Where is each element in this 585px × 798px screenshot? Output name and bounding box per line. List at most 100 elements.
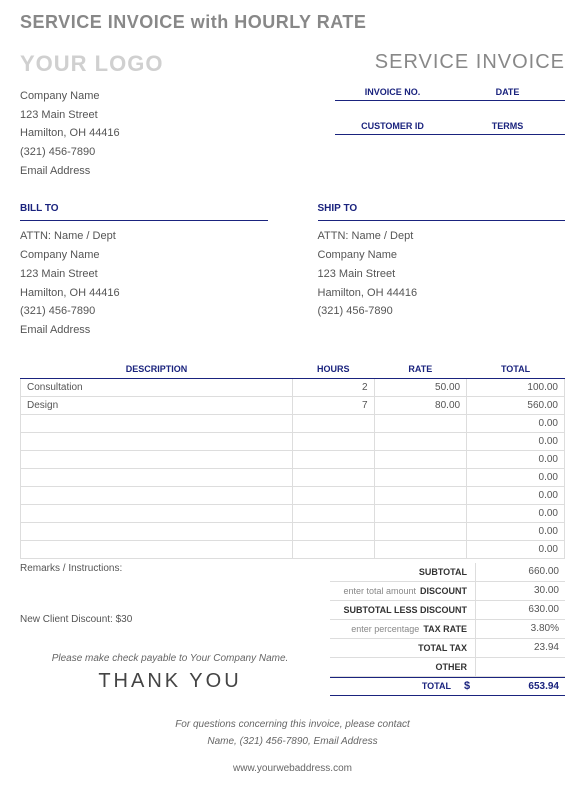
ship-to-block: SHIP TO ATTN: Name / Dept Company Name 1… bbox=[318, 200, 566, 339]
sub-less-label: SUBTOTAL LESS DISCOUNT bbox=[330, 605, 475, 615]
cell-hours: 2 bbox=[293, 378, 375, 396]
table-row: 0.00 bbox=[21, 414, 565, 432]
subtotal-value: 660.00 bbox=[475, 563, 565, 581]
info-block: Company Name 123 Main Street Hamilton, O… bbox=[20, 87, 565, 180]
taxrate-value: 3.80% bbox=[475, 620, 565, 638]
taxrate-hint: enter percentage bbox=[351, 624, 419, 634]
cell-desc bbox=[21, 522, 293, 540]
invoice-title: SERVICE INVOICE bbox=[375, 51, 565, 74]
other-label: OTHER bbox=[330, 662, 475, 672]
cell-desc bbox=[21, 450, 293, 468]
col-rate: RATE bbox=[374, 360, 466, 379]
other-value bbox=[475, 658, 565, 676]
cell-rate bbox=[374, 468, 466, 486]
cell-desc: Design bbox=[21, 396, 293, 414]
cell-desc bbox=[21, 504, 293, 522]
cell-hours bbox=[293, 486, 375, 504]
cell-total: 560.00 bbox=[467, 396, 565, 414]
table-row: 0.00 bbox=[21, 450, 565, 468]
table-row: 0.00 bbox=[21, 540, 565, 558]
table-row: 0.00 bbox=[21, 468, 565, 486]
bill-to-phone: (321) 456-7890 bbox=[20, 302, 268, 321]
terms-label: TERMS bbox=[450, 121, 565, 131]
cell-rate bbox=[374, 432, 466, 450]
remarks-text: New Client Discount: $30 bbox=[20, 614, 320, 625]
cell-rate bbox=[374, 540, 466, 558]
header-row: YOUR LOGO SERVICE INVOICE bbox=[20, 51, 565, 77]
meta-terms: TERMS bbox=[450, 121, 565, 135]
company-citystate: Hamilton, OH 44416 bbox=[20, 124, 120, 143]
table-row: 0.00 bbox=[21, 504, 565, 522]
col-total: TOTAL bbox=[467, 360, 565, 379]
cell-desc bbox=[21, 432, 293, 450]
cell-rate bbox=[374, 486, 466, 504]
invoice-no-label: INVOICE NO. bbox=[335, 87, 450, 97]
bottom-section: Remarks / Instructions: New Client Disco… bbox=[20, 563, 565, 696]
items-table: DESCRIPTION HOURS RATE TOTAL Consultatio… bbox=[20, 360, 565, 559]
cell-rate bbox=[374, 414, 466, 432]
logo-placeholder: YOUR LOGO bbox=[20, 51, 163, 77]
totals-column: SUBTOTAL 660.00 enter total amountDISCOU… bbox=[330, 563, 565, 696]
cell-total: 100.00 bbox=[467, 378, 565, 396]
col-description: DESCRIPTION bbox=[21, 360, 293, 379]
cell-rate bbox=[374, 504, 466, 522]
taxrate-label: enter percentageTAX RATE bbox=[330, 624, 475, 634]
cell-total: 0.00 bbox=[467, 432, 565, 450]
total-value: 653.94 bbox=[475, 678, 565, 695]
thank-you: THANK YOU bbox=[20, 670, 320, 693]
bill-to-street: 123 Main Street bbox=[20, 265, 268, 284]
bill-to-block: BILL TO ATTN: Name / Dept Company Name 1… bbox=[20, 200, 268, 339]
company-phone: (321) 456-7890 bbox=[20, 143, 120, 162]
bill-to-email: Email Address bbox=[20, 321, 268, 340]
cell-total: 0.00 bbox=[467, 486, 565, 504]
cell-desc bbox=[21, 414, 293, 432]
footer: For questions concerning this invoice, p… bbox=[20, 716, 565, 777]
currency-symbol: $ bbox=[459, 680, 475, 692]
table-row: 0.00 bbox=[21, 522, 565, 540]
cell-rate: 80.00 bbox=[374, 396, 466, 414]
totaltax-value: 23.94 bbox=[475, 639, 565, 657]
cell-total: 0.00 bbox=[467, 540, 565, 558]
cell-total: 0.00 bbox=[467, 414, 565, 432]
cell-desc bbox=[21, 486, 293, 504]
footer-line1: For questions concerning this invoice, p… bbox=[20, 716, 565, 733]
cell-desc bbox=[21, 540, 293, 558]
meta-invoice-no: INVOICE NO. bbox=[335, 87, 450, 101]
cell-rate bbox=[374, 450, 466, 468]
footer-web: www.yourwebaddress.com bbox=[20, 760, 565, 777]
col-hours: HOURS bbox=[293, 360, 375, 379]
cell-total: 0.00 bbox=[467, 522, 565, 540]
ship-to-heading: SHIP TO bbox=[318, 200, 566, 221]
company-street: 123 Main Street bbox=[20, 106, 120, 125]
bill-to-citystate: Hamilton, OH 44416 bbox=[20, 284, 268, 303]
payable-line: Please make check payable to Your Compan… bbox=[20, 653, 320, 664]
cell-rate bbox=[374, 522, 466, 540]
company-info: Company Name 123 Main Street Hamilton, O… bbox=[20, 87, 120, 180]
cell-hours bbox=[293, 522, 375, 540]
customer-id-label: CUSTOMER ID bbox=[335, 121, 450, 131]
date-label: DATE bbox=[450, 87, 565, 97]
bill-to-company: Company Name bbox=[20, 246, 268, 265]
remarks-column: Remarks / Instructions: New Client Disco… bbox=[20, 563, 330, 696]
cell-desc bbox=[21, 468, 293, 486]
cell-hours bbox=[293, 504, 375, 522]
cell-hours bbox=[293, 432, 375, 450]
cell-hours bbox=[293, 450, 375, 468]
discount-label: enter total amountDISCOUNT bbox=[330, 586, 475, 596]
table-row: Design780.00560.00 bbox=[21, 396, 565, 414]
company-email: Email Address bbox=[20, 162, 120, 181]
ship-to-attn: ATTN: Name / Dept bbox=[318, 227, 566, 246]
cell-hours: 7 bbox=[293, 396, 375, 414]
table-row: 0.00 bbox=[21, 432, 565, 450]
cell-total: 0.00 bbox=[467, 450, 565, 468]
remarks-label: Remarks / Instructions: bbox=[20, 563, 320, 574]
page-title: SERVICE INVOICE with HOURLY RATE bbox=[20, 12, 565, 33]
table-row: 0.00 bbox=[21, 486, 565, 504]
ship-to-phone: (321) 456-7890 bbox=[318, 302, 566, 321]
cell-desc: Consultation bbox=[21, 378, 293, 396]
subtotal-label: SUBTOTAL bbox=[330, 567, 475, 577]
address-blocks: BILL TO ATTN: Name / Dept Company Name 1… bbox=[20, 200, 565, 339]
cell-rate: 50.00 bbox=[374, 378, 466, 396]
total-label: TOTAL bbox=[330, 681, 459, 691]
ship-to-street: 123 Main Street bbox=[318, 265, 566, 284]
